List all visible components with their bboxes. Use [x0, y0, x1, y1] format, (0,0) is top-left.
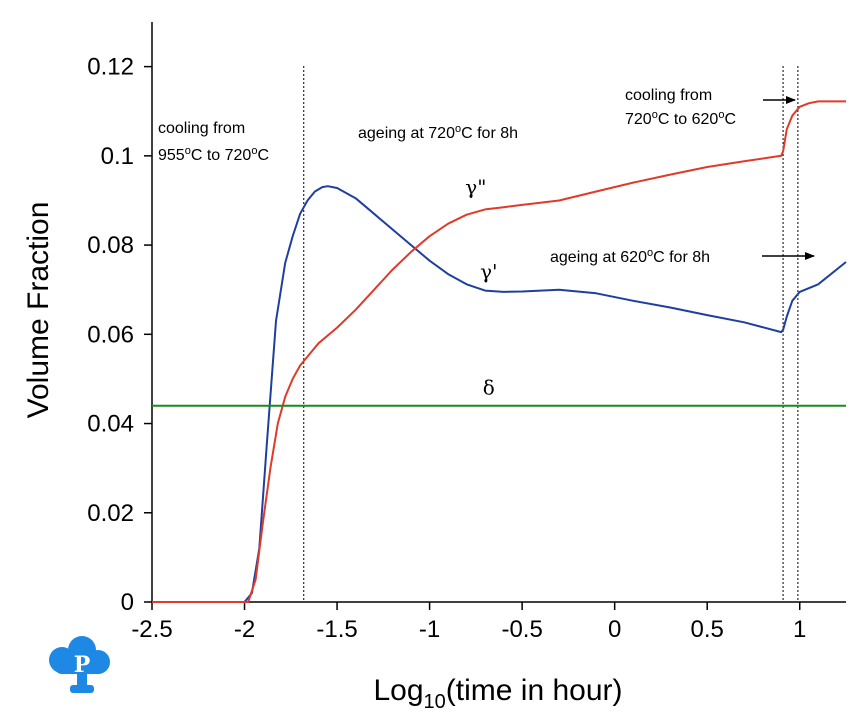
curve-label: γ': [480, 260, 497, 284]
y-tick-label: 0.02: [87, 500, 134, 527]
axis-ticks: -2.5 -2 -1.5 -1 -0.5 0 0.5 1 0 0.02 0.04 0.06 0.08 0.…: [87, 54, 806, 643]
x-tick-label: -0.5: [501, 616, 542, 643]
series-line: [152, 100, 846, 603]
annotation-cooling-720-620: cooling from 720oC to 620oC: [625, 87, 796, 128]
annotation-ageing-620: ageing at 620oC for 8h: [550, 247, 815, 266]
y-tick-label: 0.1: [101, 143, 134, 170]
x-tick-label: 0.5: [691, 616, 724, 643]
x-tick-label: -2.5: [131, 616, 172, 643]
x-axis-title: Log10(time in hour): [373, 674, 622, 713]
logo-icon: P: [49, 636, 110, 693]
y-axis-title: Volume Fraction: [22, 202, 55, 419]
svg-text:cooling from: cooling from: [158, 120, 245, 137]
y-tick-label: 0.06: [87, 321, 134, 348]
y-tick-label: 0: [121, 589, 134, 616]
annotation-cooling-955-720: cooling from 955oC to 720oC: [158, 120, 269, 164]
x-tick-label: -1: [419, 616, 440, 643]
annotation-ageing-720: ageing at 720oC for 8h: [358, 123, 518, 142]
curve-label: γ": [465, 175, 486, 199]
logo-letter: P: [74, 652, 91, 678]
series-group: [152, 100, 847, 603]
series-line: [152, 185, 847, 603]
transition-lines: [303, 66, 799, 602]
y-tick-label: 0.04: [87, 411, 134, 438]
x-tick-label: 0: [608, 616, 621, 643]
svg-text:ageing at 720oC for 8h: ageing at 720oC for 8h: [358, 123, 518, 142]
y-tick-label: 0.12: [87, 54, 134, 81]
x-tick-label: -2: [234, 616, 255, 643]
svg-text:ageing at 620oC for 8h: ageing at 620oC for 8h: [550, 247, 710, 266]
y-tick-label: 0.08: [87, 232, 134, 259]
curve-label: δ: [483, 376, 495, 400]
svg-text:720oC to 620oC: 720oC to 620oC: [625, 109, 736, 128]
svg-text:cooling from: cooling from: [625, 87, 712, 104]
x-tick-label: 1: [793, 616, 806, 643]
x-tick-label: -1.5: [316, 616, 357, 643]
svg-text:955oC to 720oC: 955oC to 720oC: [158, 145, 269, 164]
curve-labels: γ" γ' δ: [465, 175, 497, 400]
